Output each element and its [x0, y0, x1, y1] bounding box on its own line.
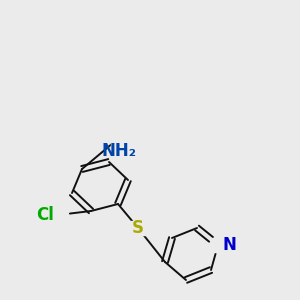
- Bar: [111, 135, 127, 149]
- Text: N: N: [222, 236, 236, 254]
- Bar: [214, 238, 230, 252]
- Bar: [44, 208, 64, 222]
- Text: S: S: [132, 219, 144, 237]
- Text: Cl: Cl: [36, 206, 54, 224]
- Text: NH₂: NH₂: [101, 142, 136, 160]
- Bar: [130, 221, 146, 235]
